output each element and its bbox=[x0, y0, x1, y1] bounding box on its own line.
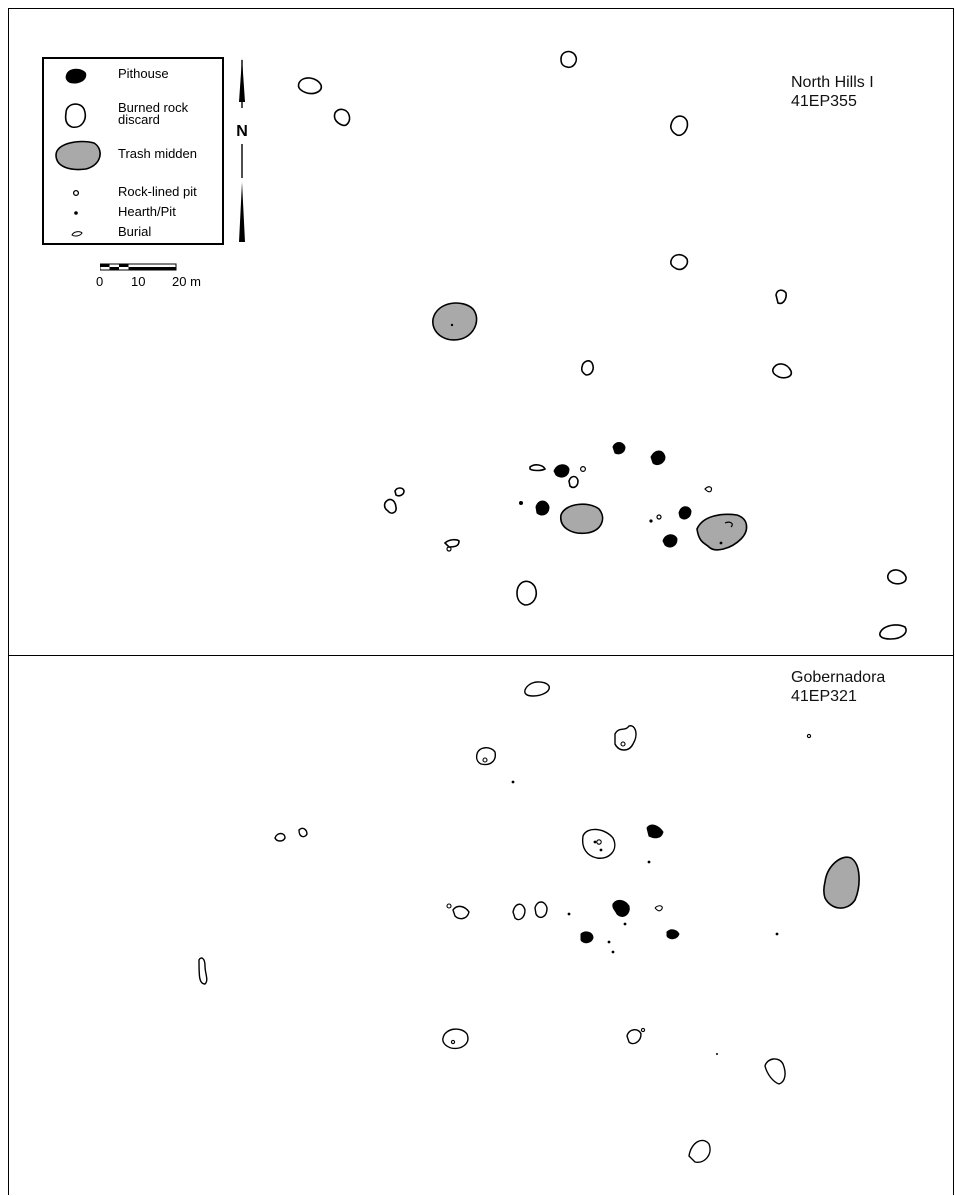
burned-rock-feature bbox=[297, 77, 323, 95]
pithouse-feature bbox=[580, 931, 594, 944]
rock-lined-pit-feature bbox=[596, 839, 602, 845]
hearth-pit-icon bbox=[74, 211, 78, 215]
burned-rock-feature bbox=[383, 498, 397, 514]
rock-lined-pit-feature bbox=[656, 514, 662, 520]
rock-lined-pit-feature bbox=[579, 466, 586, 473]
hearth-pit-feature bbox=[450, 323, 454, 327]
trash-midden-feature bbox=[823, 856, 860, 909]
burned-rock-feature bbox=[580, 360, 594, 376]
pithouse-feature bbox=[678, 506, 692, 520]
scale-label: 10 bbox=[131, 274, 146, 289]
burned-rock-feature bbox=[452, 905, 470, 920]
site-number: 41EP355 bbox=[791, 93, 857, 110]
rock-lined-pit-feature bbox=[640, 1027, 646, 1033]
hearth-pit-feature bbox=[607, 940, 611, 944]
burned-rock-feature bbox=[524, 681, 550, 697]
burned-rock-feature bbox=[614, 725, 637, 751]
burned-rock-feature bbox=[394, 487, 405, 497]
hearth-pit-feature bbox=[511, 780, 515, 784]
gobernadora-map bbox=[198, 681, 860, 1163]
site-label-gobernadora: Gobernadora 41EP321 bbox=[791, 668, 885, 706]
hearth-pit-feature bbox=[719, 541, 723, 545]
hearth-pit-feature bbox=[649, 519, 653, 523]
burned-rock-feature bbox=[516, 580, 538, 606]
site-name: North Hills I bbox=[791, 74, 874, 91]
pithouse-feature bbox=[612, 442, 626, 455]
pithouse-feature bbox=[646, 824, 664, 839]
burned-rock-feature bbox=[560, 50, 578, 69]
hearth-pit-feature bbox=[567, 912, 571, 916]
gobernadora-panel: Gobernadora 41EP321 bbox=[8, 655, 954, 1195]
burial-feature bbox=[724, 521, 733, 528]
rock-lined-pit-feature bbox=[450, 1039, 456, 1045]
pithouse-feature bbox=[666, 929, 680, 940]
scale-bar-graphic bbox=[100, 263, 177, 271]
north-arrow-icon: N bbox=[236, 58, 248, 242]
hearth-pit-feature bbox=[623, 922, 627, 926]
burned-rock-feature bbox=[512, 903, 526, 921]
burned-rock-feature bbox=[772, 363, 793, 379]
rock-lined-pit-icon bbox=[72, 189, 80, 197]
burned-rock-feature bbox=[198, 957, 208, 985]
burned-rock-feature bbox=[274, 832, 286, 842]
north-hills-map bbox=[297, 50, 907, 640]
hearth-pit-feature bbox=[519, 501, 523, 505]
burned-rock-feature bbox=[529, 464, 547, 472]
hearth-pit-feature bbox=[599, 848, 603, 852]
rock-lined-pit-feature bbox=[446, 546, 452, 552]
burned-rock-feature bbox=[298, 827, 308, 838]
trash-midden-feature bbox=[432, 302, 478, 341]
burned-rock-feature bbox=[670, 115, 689, 137]
hearth-pit-feature bbox=[611, 950, 615, 954]
burial-feature bbox=[654, 905, 663, 912]
burned-rock-icon bbox=[64, 103, 87, 129]
burned-rock-feature bbox=[764, 1058, 786, 1085]
scale-bar: 0 10 20 m bbox=[96, 260, 236, 290]
hearth-pit-feature bbox=[647, 860, 651, 864]
trash-midden-feature bbox=[696, 513, 748, 551]
site-name: Gobernadora bbox=[791, 669, 886, 686]
burned-rock-feature bbox=[688, 1139, 711, 1163]
pithouse-feature bbox=[612, 899, 630, 917]
rock-lined-pit-feature bbox=[806, 733, 812, 739]
burned-rock-feature bbox=[442, 1028, 469, 1050]
burned-rock-feature bbox=[333, 108, 351, 127]
pithouse-feature bbox=[553, 464, 570, 478]
pithouse-feature bbox=[535, 500, 550, 516]
north-label: N bbox=[236, 123, 248, 140]
burned-rock-feature bbox=[775, 289, 787, 305]
burned-rock-feature bbox=[443, 538, 460, 548]
burial-icon bbox=[71, 231, 83, 237]
pithouse-icon bbox=[65, 68, 87, 84]
hearth-pit-feature bbox=[775, 932, 779, 936]
pithouse-feature bbox=[650, 450, 666, 466]
rock-lined-pit-feature bbox=[482, 757, 488, 763]
map-legend: Pithouse Burned rock discard Trash midde… bbox=[42, 57, 224, 245]
burned-rock-feature bbox=[879, 624, 907, 640]
hearth-pit-feature bbox=[716, 1053, 718, 1055]
trash-midden-icon bbox=[55, 140, 101, 171]
burned-rock-feature bbox=[626, 1029, 642, 1045]
burned-rock-feature bbox=[581, 828, 616, 859]
burned-rock-feature bbox=[568, 475, 579, 489]
rock-lined-pit-feature bbox=[446, 903, 452, 909]
hearth-pit-feature bbox=[593, 840, 597, 844]
site-label-north: North Hills I 41EP355 bbox=[791, 73, 874, 111]
rock-lined-pit-feature bbox=[620, 741, 626, 747]
burial-feature bbox=[704, 486, 713, 493]
site-number: 41EP321 bbox=[791, 688, 857, 705]
burned-rock-feature bbox=[475, 747, 496, 766]
burned-rock-feature bbox=[670, 253, 689, 271]
scale-label: 20 m bbox=[172, 274, 201, 289]
scale-label: 0 bbox=[96, 274, 104, 289]
pithouse-feature bbox=[662, 534, 678, 548]
burned-rock-feature bbox=[534, 901, 548, 919]
trash-midden-feature bbox=[560, 503, 604, 535]
burned-rock-feature bbox=[886, 569, 907, 585]
